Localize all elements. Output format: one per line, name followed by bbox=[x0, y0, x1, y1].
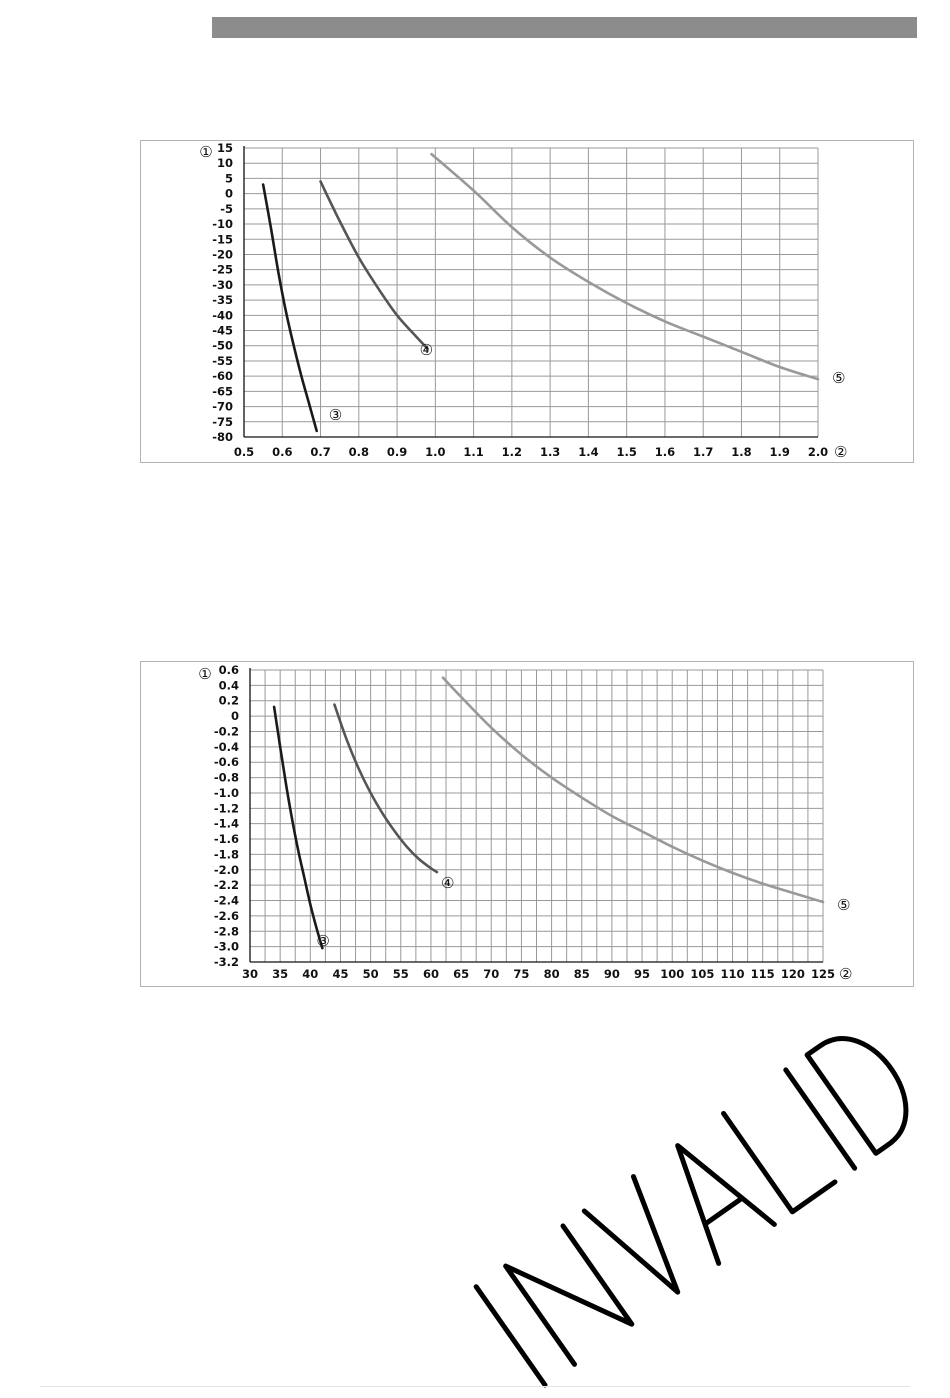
y-tick-label: -40 bbox=[212, 308, 233, 322]
x-tick-label: 40 bbox=[302, 967, 318, 981]
x-tick-label: 0.7 bbox=[310, 445, 330, 459]
series-label-3: ③ bbox=[329, 406, 342, 424]
series-line-5 bbox=[430, 152, 820, 381]
x-tick-label: 0.6 bbox=[272, 445, 292, 459]
x-tick-label: 70 bbox=[483, 967, 499, 981]
x-tick-label: 1.0 bbox=[425, 445, 445, 459]
y-tick-label: -1.8 bbox=[214, 847, 239, 861]
y-tick-label: 15 bbox=[217, 141, 233, 155]
y-tick-label: -2.0 bbox=[214, 863, 239, 877]
y-tick-label: -1.0 bbox=[214, 786, 239, 800]
header-bar bbox=[212, 17, 917, 38]
x-tick-label: 1.3 bbox=[540, 445, 560, 459]
x-tick-label: 0.5 bbox=[234, 445, 254, 459]
y-tick-label: -20 bbox=[212, 247, 233, 261]
y-tick-label: -0.8 bbox=[214, 771, 239, 785]
y-tick-label: -50 bbox=[212, 339, 233, 353]
x-tick-label: 95 bbox=[634, 967, 650, 981]
x-tick-label: 1.4 bbox=[578, 445, 598, 459]
y-tick-label: -3.2 bbox=[214, 955, 239, 969]
x-tick-label: 0.8 bbox=[349, 445, 369, 459]
y-axis-marker: ① bbox=[199, 143, 212, 161]
y-tick-label: 5 bbox=[225, 171, 233, 185]
y-tick-label: -30 bbox=[212, 278, 233, 292]
y-tick-label: -35 bbox=[212, 293, 233, 307]
x-tick-label: 55 bbox=[393, 967, 409, 981]
x-tick-label: 50 bbox=[363, 967, 379, 981]
y-tick-label: 0.6 bbox=[219, 663, 239, 677]
x-tick-label: 60 bbox=[423, 967, 439, 981]
x-tick-label: 2.0 bbox=[808, 445, 828, 459]
x-tick-label: 80 bbox=[544, 967, 560, 981]
y-tick-label: -70 bbox=[212, 400, 233, 414]
y-tick-label: -0.6 bbox=[214, 755, 239, 769]
series-label-3: ③ bbox=[316, 932, 329, 950]
y-tick-label: -25 bbox=[212, 263, 233, 277]
x-tick-label: 30 bbox=[242, 967, 258, 981]
x-tick-label: 90 bbox=[604, 967, 620, 981]
y-tick-label: -0.4 bbox=[214, 740, 239, 754]
y-tick-label: 10 bbox=[217, 156, 233, 170]
y-tick-label: -0.2 bbox=[214, 724, 239, 738]
y-tick-label: -5 bbox=[220, 202, 233, 216]
y-tick-label: -1.4 bbox=[214, 817, 239, 831]
x-tick-label: 75 bbox=[513, 967, 529, 981]
x-tick-label: 1.5 bbox=[616, 445, 636, 459]
footer-divider bbox=[40, 1386, 910, 1387]
x-tick-label: 0.9 bbox=[387, 445, 407, 459]
y-tick-label: -80 bbox=[212, 430, 233, 444]
x-tick-label: 65 bbox=[453, 967, 469, 981]
x-tick-label: 1.6 bbox=[655, 445, 675, 459]
x-tick-label: 1.8 bbox=[731, 445, 751, 459]
x-tick-label: 110 bbox=[721, 967, 745, 981]
y-tick-label: -60 bbox=[212, 369, 233, 383]
x-tick-label: 100 bbox=[660, 967, 684, 981]
x-tick-label: 35 bbox=[272, 967, 288, 981]
x-tick-label: 1.7 bbox=[693, 445, 713, 459]
y-tick-label: 0 bbox=[231, 709, 239, 723]
y-tick-label: -3.0 bbox=[214, 940, 239, 954]
y-tick-label: -1.6 bbox=[214, 832, 239, 846]
x-axis-marker: ② bbox=[834, 443, 847, 461]
x-axis-marker: ② bbox=[839, 965, 852, 983]
y-tick-label: -65 bbox=[212, 384, 233, 398]
x-tick-label: 85 bbox=[574, 967, 590, 981]
y-axis-marker: ① bbox=[198, 665, 211, 683]
x-tick-label: 45 bbox=[332, 967, 348, 981]
x-tick-label: 120 bbox=[781, 967, 805, 981]
x-tick-label: 105 bbox=[690, 967, 714, 981]
series-line-3 bbox=[272, 705, 324, 950]
y-tick-label: -10 bbox=[212, 217, 233, 231]
y-tick-label: 0.4 bbox=[219, 678, 239, 692]
y-tick-label: -75 bbox=[212, 415, 233, 429]
x-tick-label: 1.2 bbox=[502, 445, 522, 459]
y-tick-label: -1.2 bbox=[214, 801, 239, 815]
y-tick-label: -15 bbox=[212, 232, 233, 246]
series-line-4 bbox=[333, 703, 439, 874]
y-tick-label: 0.2 bbox=[219, 694, 239, 708]
series-line-5 bbox=[441, 676, 825, 904]
series-line-3 bbox=[261, 183, 319, 433]
x-tick-label: 1.1 bbox=[463, 445, 483, 459]
x-tick-label: 115 bbox=[751, 967, 775, 981]
y-tick-label: -2.4 bbox=[214, 894, 239, 908]
y-tick-label: 0 bbox=[225, 187, 233, 201]
series-label-5: ⑤ bbox=[837, 896, 850, 914]
y-tick-label: -45 bbox=[212, 324, 233, 338]
y-tick-label: -55 bbox=[212, 354, 233, 368]
x-tick-label: 1.9 bbox=[770, 445, 790, 459]
y-tick-label: -2.2 bbox=[214, 878, 239, 892]
y-tick-label: -2.8 bbox=[214, 924, 239, 938]
series-label-4: ④ bbox=[420, 341, 433, 359]
series-label-4: ④ bbox=[441, 874, 454, 892]
y-tick-label: -2.6 bbox=[214, 909, 239, 923]
series-label-5: ⑤ bbox=[832, 369, 845, 387]
series-line-4 bbox=[319, 180, 429, 351]
x-tick-label: 125 bbox=[811, 967, 835, 981]
